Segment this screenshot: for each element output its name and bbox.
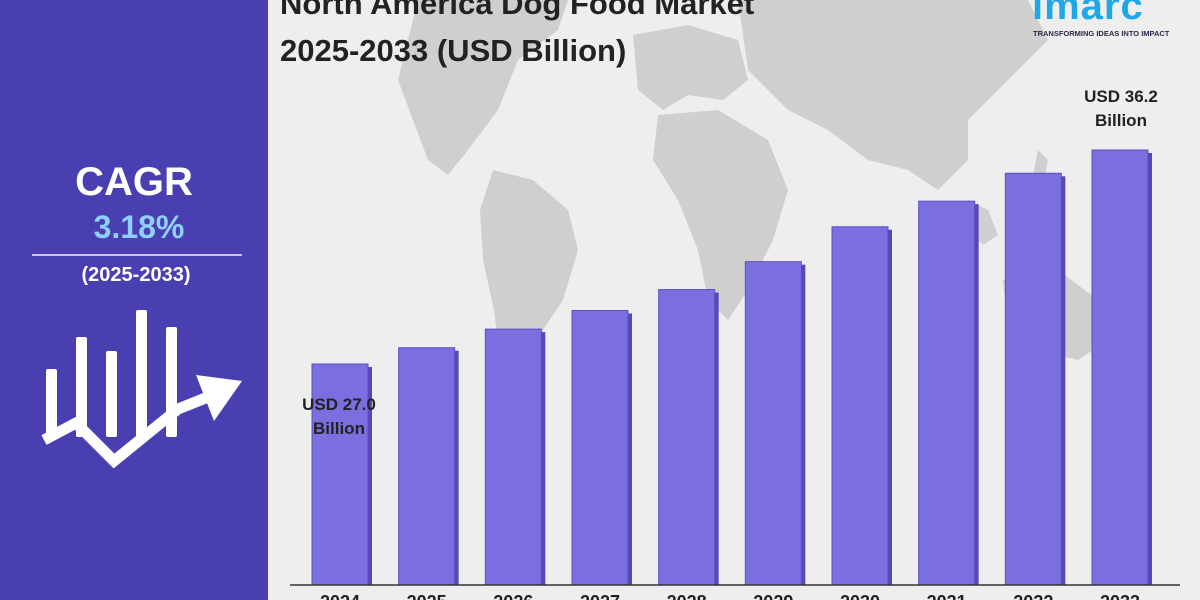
cagr-label: CAGR: [75, 160, 193, 204]
first-label-line-2: Billion: [313, 419, 365, 438]
x-tick-2032: 2032: [1013, 592, 1053, 600]
bar-2032: [1004, 172, 1062, 586]
last-label-line-2: Billion: [1095, 111, 1147, 130]
bar-2027: [571, 310, 629, 586]
bar-2024: [311, 363, 369, 586]
first-label-line-1: USD 27.0: [302, 395, 376, 414]
bar-2028: [658, 289, 716, 586]
x-tick-labels: 2024 2025 2026 2027 2028 2029 2030 2031 2032 2033: [320, 592, 1140, 600]
x-tick-2033: 2033: [1100, 592, 1140, 600]
chart-title-line-1: North America Dog Food Market: [280, 0, 755, 21]
cagr-value: 3.18%: [93, 209, 185, 245]
logo-wordmark: imarc: [1032, 0, 1144, 28]
bars-group: [290, 149, 1180, 586]
x-tick-2024: 2024: [320, 592, 360, 600]
x-tick-2029: 2029: [753, 592, 793, 600]
last-label-line-1: USD 36.2: [1084, 87, 1158, 106]
x-tick-2028: 2028: [667, 592, 707, 600]
bar-2025: [398, 347, 456, 586]
logo-tagline: TRANSFORMING IDEAS INTO IMPACT: [1033, 29, 1170, 38]
growth-chart-icon: [41, 310, 242, 469]
bar-2030: [831, 226, 889, 586]
bar-2033: [1091, 149, 1149, 586]
last-bar-value-label: USD 36.2 Billion: [1066, 85, 1176, 133]
sidebar: CAGR 3.18% (2025-2033): [0, 0, 268, 600]
first-bar-value-label: USD 27.0 Billion: [284, 393, 394, 441]
bar-2029: [744, 261, 802, 586]
x-tick-2027: 2027: [580, 592, 620, 600]
bar-2031: [918, 200, 976, 586]
world-map-background: [398, 0, 1108, 390]
x-tick-2031: 2031: [927, 592, 967, 600]
chart-title-line-2: 2025-2033 (USD Billion): [280, 33, 627, 68]
sidebar-divider: [32, 254, 242, 256]
x-tick-2026: 2026: [493, 592, 533, 600]
bar-2026: [484, 328, 542, 586]
x-tick-2030: 2030: [840, 592, 880, 600]
x-tick-2025: 2025: [407, 592, 447, 600]
cagr-period: (2025-2033): [81, 264, 191, 286]
imarc-logo: imarc TRANSFORMING IDEAS INTO IMPACT: [1030, 0, 1200, 42]
